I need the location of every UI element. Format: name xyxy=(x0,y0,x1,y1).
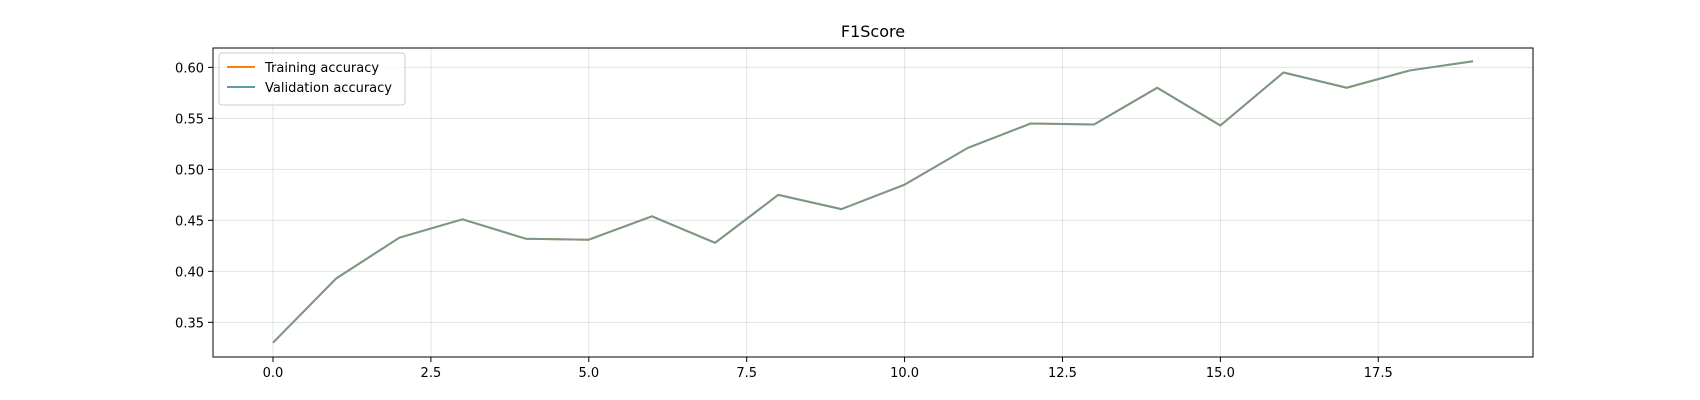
y-tick-label: 0.35 xyxy=(175,316,204,331)
chart-title: F1Score xyxy=(841,22,905,41)
legend-label: Training accuracy xyxy=(264,61,379,76)
x-axis: 0.0 2.5 5.0 7.5 10.0 12.5 15.0 17.5 xyxy=(263,357,1393,381)
series-line-training-accuracy xyxy=(272,60,1474,344)
y-tick-label: 0.45 xyxy=(175,214,204,229)
x-tick-label: 7.5 xyxy=(736,366,757,381)
plot-frame xyxy=(212,47,1534,358)
legend-label: Validation accuracy xyxy=(265,81,392,96)
x-tick-label: 2.5 xyxy=(421,366,442,381)
y-tick-label: 0.60 xyxy=(175,61,204,76)
x-tick-label: 5.0 xyxy=(578,366,599,381)
x-tick-label: 17.5 xyxy=(1364,366,1393,381)
x-tick-label: 15.0 xyxy=(1206,366,1235,381)
x-tick-label: 0.0 xyxy=(263,366,284,381)
y-tick-label: 0.40 xyxy=(175,265,204,280)
legend: Training accuracy Validation accuracy xyxy=(218,52,406,106)
x-tick-label: 12.5 xyxy=(1048,366,1077,381)
y-tick-label: 0.55 xyxy=(175,112,204,127)
legend-box xyxy=(218,52,406,106)
y-tick-label: 0.50 xyxy=(175,163,204,178)
data-series xyxy=(272,60,1474,344)
x-tick-label: 10.0 xyxy=(890,366,919,381)
grid-lines xyxy=(213,48,1533,357)
y-axis: 0.35 0.40 0.45 0.50 0.55 0.60 xyxy=(175,61,213,331)
series-line-validation-accuracy xyxy=(272,60,1474,344)
